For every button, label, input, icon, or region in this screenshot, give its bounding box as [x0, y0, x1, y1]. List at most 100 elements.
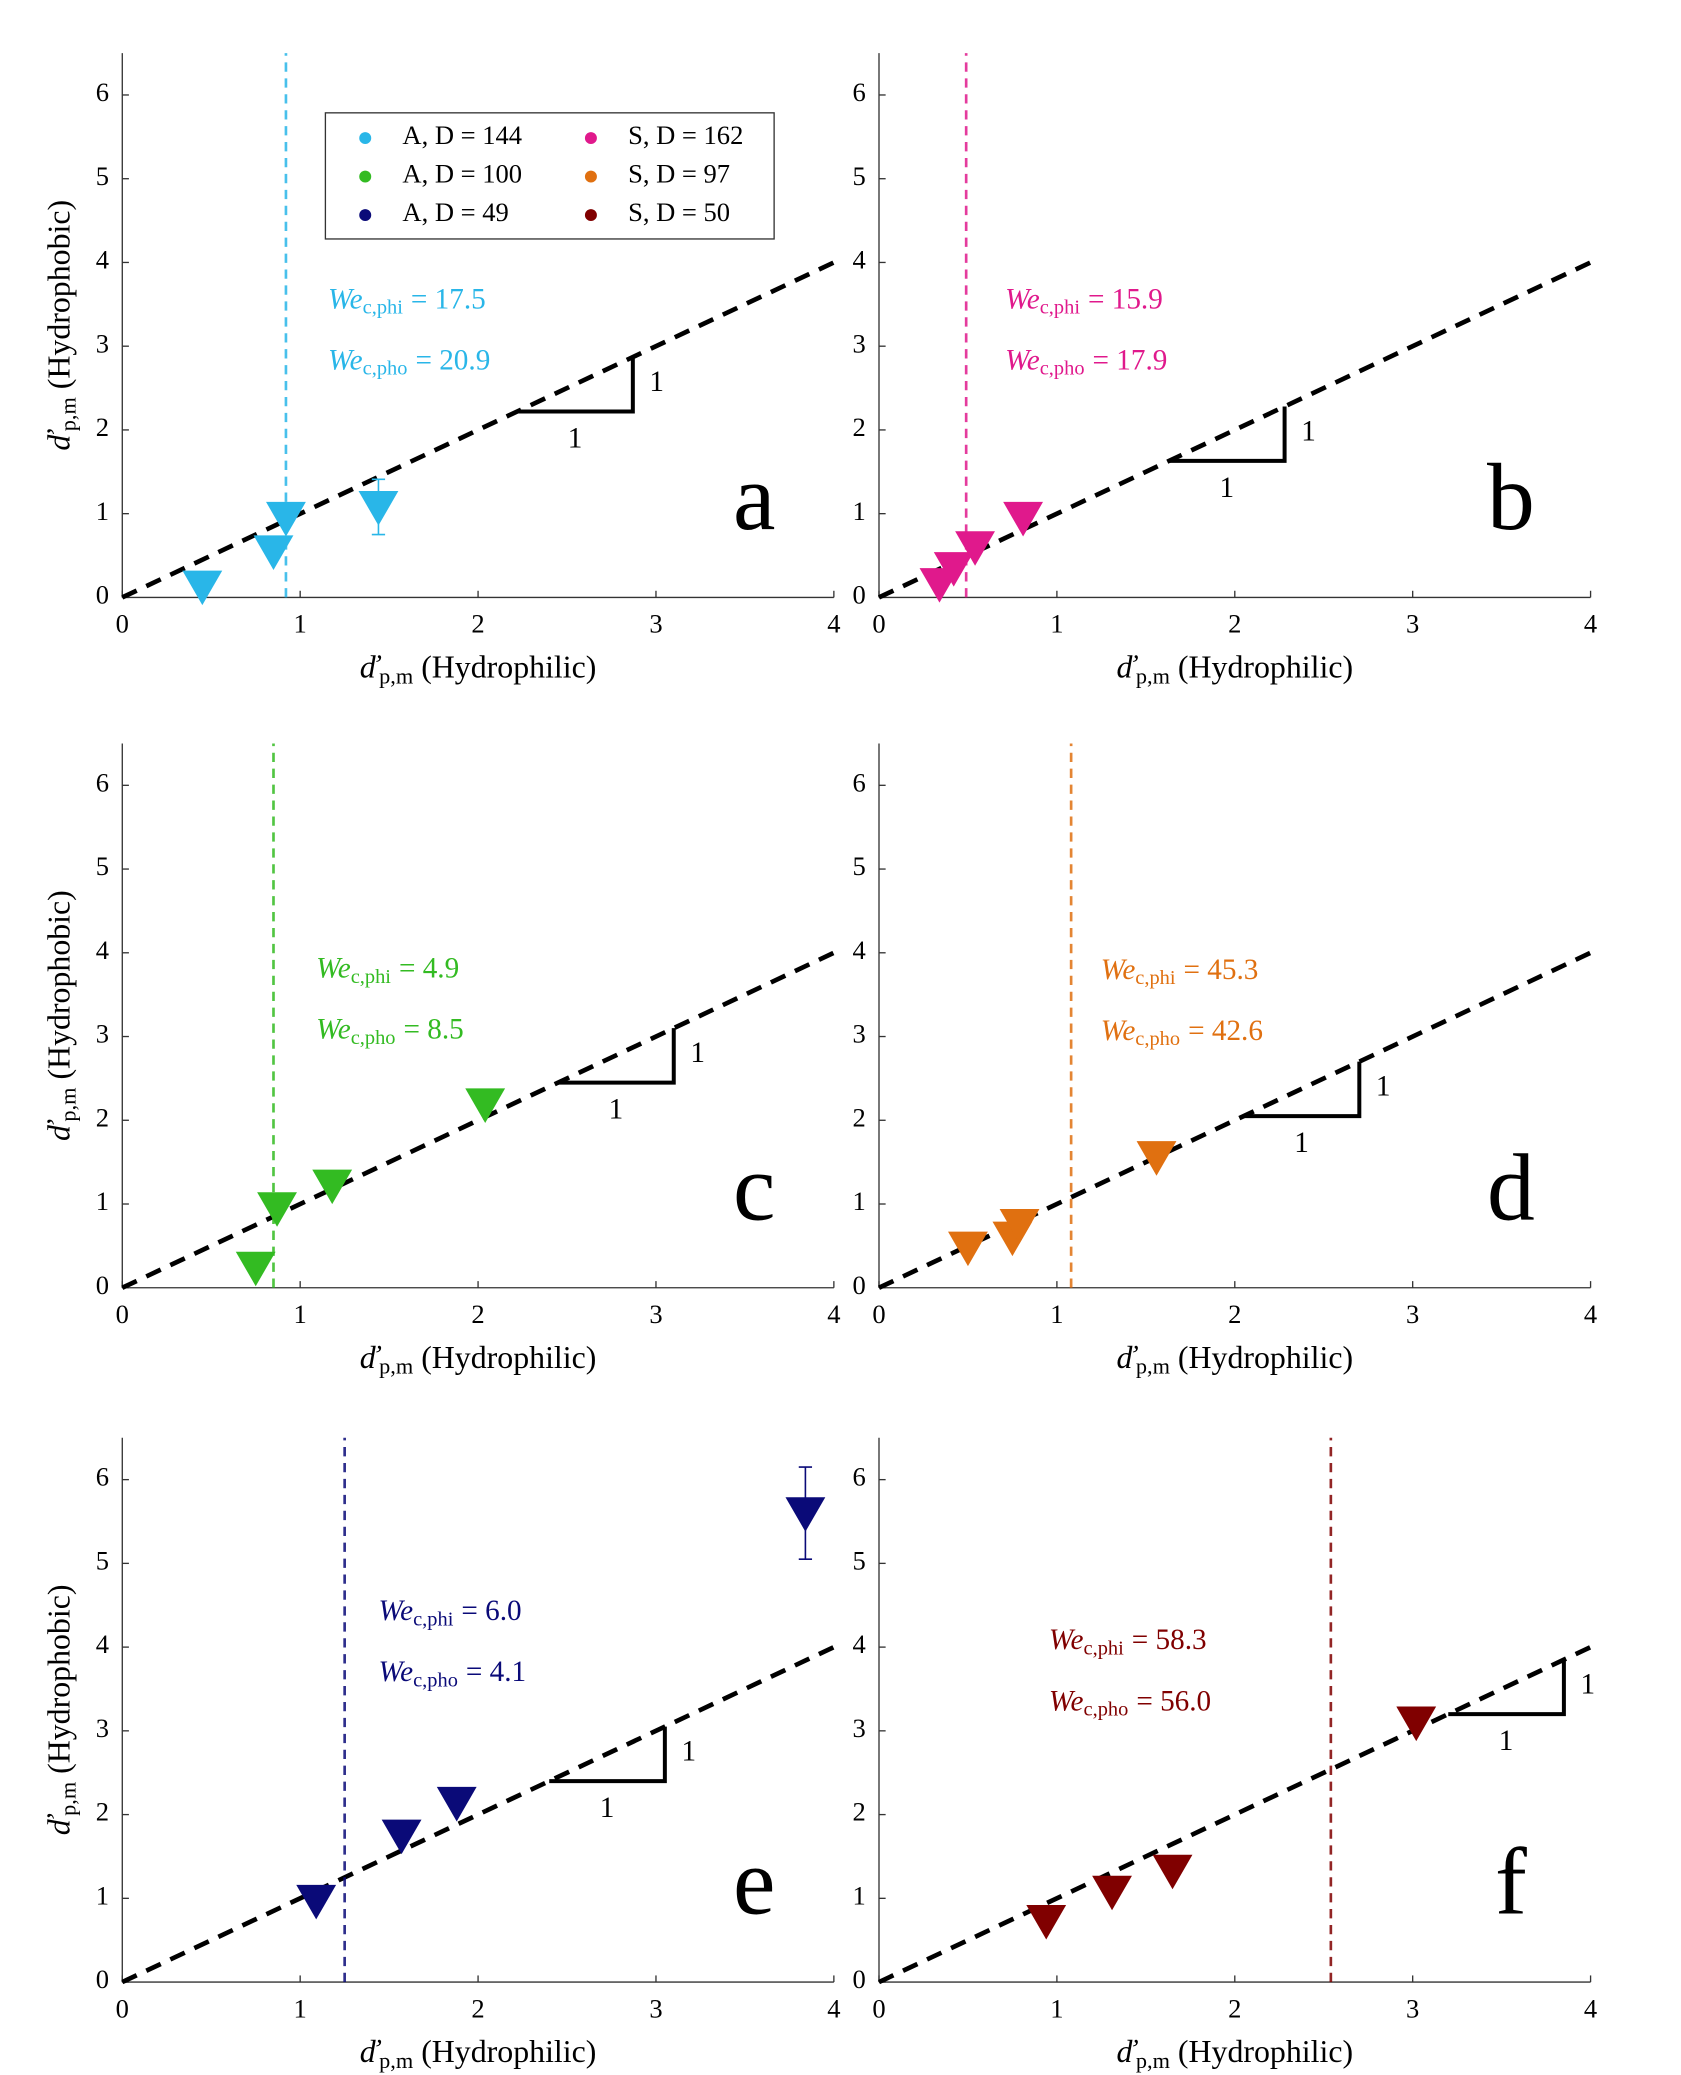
subscript: p,m [56, 1782, 81, 1816]
y-tick-label: 1 [852, 1880, 865, 1910]
y-tick-label: 5 [96, 161, 109, 191]
symbol: ď [1116, 650, 1138, 685]
x-axis-label: ďp,m (Hydrophilic) [360, 650, 597, 689]
x-tick-label: 3 [649, 609, 662, 639]
subscript: c,pho [1135, 1028, 1180, 1050]
x-tick-label: 0 [872, 1993, 885, 2023]
slope-label: 1 [690, 1037, 705, 1069]
marker [381, 1819, 422, 1855]
label-text: = 17.9 [1093, 344, 1168, 376]
label-text: (Hydrophobic) [42, 200, 77, 389]
x-tick-label: 2 [471, 1993, 484, 2023]
reference-line [121, 1645, 835, 1985]
label-text: = 15.9 [1088, 283, 1163, 315]
x-tick-label: 1 [1050, 1299, 1063, 1329]
we-annotation: Wec,pho = 56.0 [1049, 1685, 1211, 1720]
label-text: (Hydrophilic) [1178, 2034, 1353, 2069]
legend-label: A, D = 100 [402, 159, 522, 189]
subscript: c,pho [413, 1669, 458, 1691]
y-tick-label: 6 [96, 767, 109, 797]
legend-swatch [359, 132, 372, 145]
x-tick-label: 1 [294, 609, 307, 639]
marker [1003, 501, 1044, 537]
x-tick-label: 2 [471, 609, 484, 639]
legend-label: S, D = 50 [628, 197, 730, 227]
we-annotation: Wec,pho = 17.9 [1005, 344, 1167, 379]
y-tick-label: 6 [96, 1462, 109, 1492]
symbol: ď [42, 429, 77, 451]
y-tick-label: 4 [852, 1629, 865, 1659]
y-tick-label: 3 [96, 1019, 109, 1049]
reference-line [878, 1645, 1592, 1985]
x-tick-label: 0 [872, 609, 885, 639]
x-tick-label: 2 [1228, 609, 1241, 639]
slope-triangle [558, 1028, 676, 1085]
slope-label: 1 [1301, 415, 1316, 447]
subscript: p,m [56, 397, 81, 431]
panel-label: f [1495, 1829, 1527, 1935]
marker [1026, 1905, 1067, 1940]
y-tick-label: 4 [852, 245, 865, 275]
y-tick-label: 0 [852, 580, 865, 610]
legend-swatch [584, 209, 597, 222]
x-tick-label: 3 [1406, 1993, 1419, 2023]
y-axis-label: ďp,m (Hydrophobic) [42, 200, 81, 451]
label-text: = 45.3 [1184, 953, 1259, 985]
slope-label: 1 [1219, 472, 1234, 504]
x-tick-label: 1 [1050, 1993, 1063, 2023]
y-tick-label: 3 [852, 1019, 865, 1049]
legend-label: S, D = 97 [628, 159, 730, 189]
we-annotation: Wec,phi = 15.9 [1005, 283, 1163, 318]
symbol: ď [42, 1119, 77, 1141]
marker [933, 552, 974, 587]
y-tick-label: 5 [96, 1545, 109, 1575]
y-axis-label: ďp,m (Hydrophobic) [42, 890, 81, 1141]
label-text: = 42.6 [1188, 1015, 1263, 1047]
subscript: c,pho [363, 357, 408, 379]
subscript: c,phi [1084, 1637, 1125, 1659]
y-tick-label: 4 [96, 1629, 109, 1659]
marker [1152, 1854, 1193, 1890]
reference-line [878, 950, 1592, 1290]
marker [296, 1884, 337, 1920]
we-annotation: Wec,phi = 4.9 [316, 952, 459, 987]
y-tick-label: 2 [852, 1797, 865, 1827]
x-tick-label: 1 [294, 1993, 307, 2023]
panel-label: a [733, 444, 775, 550]
panel-label: d [1487, 1134, 1535, 1240]
legend-swatch [359, 209, 372, 222]
y-tick-label: 1 [852, 1186, 865, 1216]
label-text: = 4.9 [399, 952, 459, 984]
slope-label: 1 [649, 366, 664, 398]
symbol: We [328, 344, 363, 376]
subscript: p,m [379, 1354, 413, 1379]
marker [465, 1088, 506, 1123]
y-axis-label: ďp,m (Hydrophobic) [42, 1585, 81, 1836]
x-tick-label: 4 [1584, 609, 1597, 639]
y-tick-label: 1 [852, 496, 865, 526]
slope-triangle [1448, 1659, 1566, 1717]
we-annotation: Wec,phi = 17.5 [328, 283, 486, 318]
slope-label: 1 [600, 1792, 615, 1824]
we-annotation: Wec,pho = 8.5 [316, 1013, 464, 1048]
legend-swatch [584, 132, 597, 145]
subscript: c,pho [1040, 357, 1085, 379]
slope-label: 1 [1499, 1725, 1514, 1757]
x-tick-label: 2 [1228, 1993, 1241, 2023]
slope-label: 1 [1580, 1669, 1595, 1701]
slope-label: 1 [568, 422, 583, 454]
marker [257, 1192, 297, 1227]
x-tick-label: 4 [1584, 1993, 1597, 2023]
we-annotation: Wec,phi = 6.0 [379, 1595, 522, 1630]
marker [235, 1251, 276, 1287]
legend-label: A, D = 144 [402, 120, 522, 150]
slope-label: 1 [1376, 1071, 1391, 1103]
y-tick-label: 0 [852, 1964, 865, 1994]
marker [1396, 1706, 1437, 1742]
panel-label: e [733, 1829, 775, 1935]
y-tick-label: 4 [96, 245, 109, 275]
x-tick-label: 3 [1406, 1299, 1419, 1329]
legend-label: S, D = 162 [628, 120, 743, 150]
symbol: We [379, 1656, 414, 1688]
